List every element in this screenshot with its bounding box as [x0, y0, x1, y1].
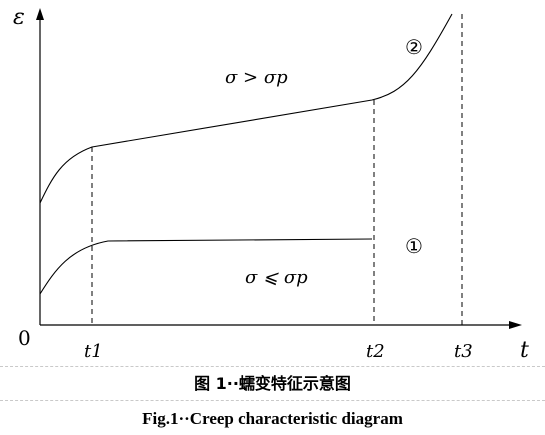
upper-curve-marker: ② [405, 35, 423, 59]
y-axis-arrow [36, 8, 44, 20]
caption-separator-middle [0, 400, 545, 401]
y-axis-label: ε [13, 5, 25, 30]
x-axis-label: t [520, 338, 529, 363]
upper-curve-label: σ > σp [225, 67, 288, 88]
figure-caption-english: Fig.1··Creep characteristic diagram [142, 409, 403, 428]
tick-label-t3: t3 [454, 341, 473, 362]
figure-caption-chinese: 图 1··蠕变特征示意图 [194, 374, 351, 393]
lower-curve-marker: ① [405, 234, 423, 258]
x-axis-arrow [509, 321, 522, 329]
caption-separator-top [0, 366, 545, 367]
tick-label-t2: t2 [366, 341, 385, 362]
lower-curve-label: σ ⩽ σp [245, 267, 308, 288]
tick-label-t1: t1 [84, 341, 103, 362]
upper-creep-curve [39, 13, 453, 204]
lower-creep-curve [39, 238, 373, 295]
origin-label: 0 [18, 326, 31, 350]
